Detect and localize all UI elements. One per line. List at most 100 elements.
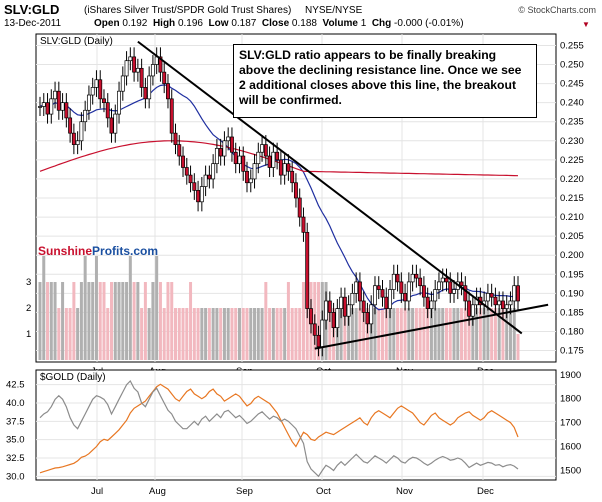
gold-x-label: Sep bbox=[236, 486, 253, 497]
candle-body bbox=[305, 231, 310, 309]
candle-body bbox=[406, 281, 411, 302]
candle-body bbox=[45, 102, 50, 115]
silver-gold-ratio-line bbox=[39, 379, 519, 478]
volume-bar bbox=[57, 308, 61, 360]
candle-body bbox=[177, 144, 182, 157]
candle-body bbox=[105, 102, 110, 119]
candle-body bbox=[335, 308, 340, 329]
price-tick-label: 0.185 bbox=[560, 307, 584, 318]
volume-bar bbox=[283, 308, 287, 360]
volume-bar bbox=[102, 282, 106, 360]
gold-right-tick-label: 1800 bbox=[560, 394, 581, 405]
low-label: Low bbox=[208, 18, 229, 29]
candle-body bbox=[489, 292, 494, 298]
volume-bar bbox=[215, 308, 219, 360]
volume-bar bbox=[441, 308, 445, 360]
volume-bar bbox=[170, 282, 174, 360]
candle-body bbox=[459, 281, 464, 287]
quote-line: Open 0.192 High 0.196 Low 0.187 Close 0.… bbox=[94, 18, 464, 29]
volume-bar bbox=[128, 256, 132, 360]
volume-tick-label: 1 bbox=[26, 329, 31, 340]
gold-right-tick-label: 1900 bbox=[560, 370, 581, 381]
volume-bar bbox=[286, 282, 290, 360]
volume-bar bbox=[211, 308, 215, 360]
volume-bar bbox=[42, 256, 46, 360]
candle-body bbox=[90, 87, 95, 96]
candle-body bbox=[166, 83, 170, 100]
candle-body bbox=[53, 90, 58, 100]
volume-bar bbox=[381, 308, 385, 360]
gold-left-tick-label: 35.0 bbox=[6, 435, 25, 446]
volume-bar bbox=[493, 308, 497, 360]
candle-body bbox=[49, 98, 54, 115]
volume-bar bbox=[151, 282, 155, 360]
candle-body bbox=[143, 87, 148, 100]
candle-body bbox=[324, 300, 328, 321]
volume-bar bbox=[437, 308, 441, 360]
candle-body bbox=[373, 285, 377, 306]
candle-body bbox=[41, 102, 46, 107]
volume-bar bbox=[76, 308, 80, 360]
candle-body bbox=[425, 296, 430, 309]
candle-body bbox=[354, 281, 359, 294]
candle-body bbox=[290, 170, 295, 184]
volume-bar bbox=[46, 282, 50, 360]
candle-body bbox=[414, 273, 419, 279]
price-tick-label: 0.210 bbox=[560, 212, 584, 223]
volume-bar bbox=[207, 308, 211, 360]
gold-x-label: Oct bbox=[316, 486, 331, 497]
volume-bar bbox=[162, 308, 166, 360]
volume-bar bbox=[113, 282, 117, 360]
volume-bar bbox=[422, 308, 426, 360]
candle-body bbox=[418, 277, 423, 287]
volume-label: Volume bbox=[322, 18, 358, 29]
candle-body bbox=[181, 155, 185, 168]
triangle-down-icon[interactable]: ▼ bbox=[582, 20, 590, 29]
candle-body bbox=[448, 281, 453, 294]
candle-body bbox=[346, 304, 351, 317]
candle-body bbox=[256, 151, 261, 165]
candle-body bbox=[102, 98, 106, 104]
volume-bar bbox=[290, 308, 294, 360]
chart-symbol: SLV:GLD bbox=[4, 2, 60, 17]
candle-body bbox=[169, 98, 174, 134]
sunshine-profits-logo: SunshineProfits.com bbox=[38, 244, 158, 258]
candle-body bbox=[399, 281, 404, 294]
volume-bar bbox=[403, 308, 407, 360]
volume-bar bbox=[512, 308, 516, 360]
candle-body bbox=[339, 296, 344, 309]
candle-body bbox=[493, 296, 498, 306]
candle-body bbox=[410, 273, 415, 283]
candle-body bbox=[38, 106, 42, 108]
volume-bar bbox=[271, 308, 275, 360]
candle-body bbox=[361, 300, 366, 313]
volume-bar bbox=[475, 308, 479, 360]
candle-body bbox=[98, 79, 103, 100]
candle-body bbox=[109, 117, 114, 134]
candle-body bbox=[86, 94, 91, 111]
support-trend-line bbox=[314, 303, 549, 350]
candle-body bbox=[230, 136, 234, 153]
chg-label: Chg bbox=[371, 18, 392, 29]
volume-bar bbox=[486, 308, 490, 360]
volume-bar bbox=[478, 308, 482, 360]
candle-body bbox=[463, 285, 468, 302]
candle-body bbox=[357, 281, 362, 302]
volume-bar bbox=[516, 334, 520, 360]
volume-bar bbox=[143, 282, 147, 360]
volume-bar bbox=[482, 308, 486, 360]
volume-bar bbox=[463, 308, 467, 360]
volume-bar bbox=[305, 282, 309, 360]
volume-bar bbox=[98, 282, 102, 360]
price-tick-label: 0.220 bbox=[560, 174, 584, 185]
candle-body bbox=[282, 163, 287, 176]
gold-left-tick-label: 37.5 bbox=[6, 416, 25, 427]
volume-bar bbox=[173, 308, 177, 360]
volume-bar bbox=[490, 308, 494, 360]
candle-body bbox=[312, 323, 317, 336]
volume-bar bbox=[411, 308, 415, 360]
volume-bar bbox=[508, 308, 512, 360]
candle-body bbox=[233, 151, 238, 165]
candle-body bbox=[162, 71, 167, 84]
candle-body bbox=[222, 140, 227, 157]
